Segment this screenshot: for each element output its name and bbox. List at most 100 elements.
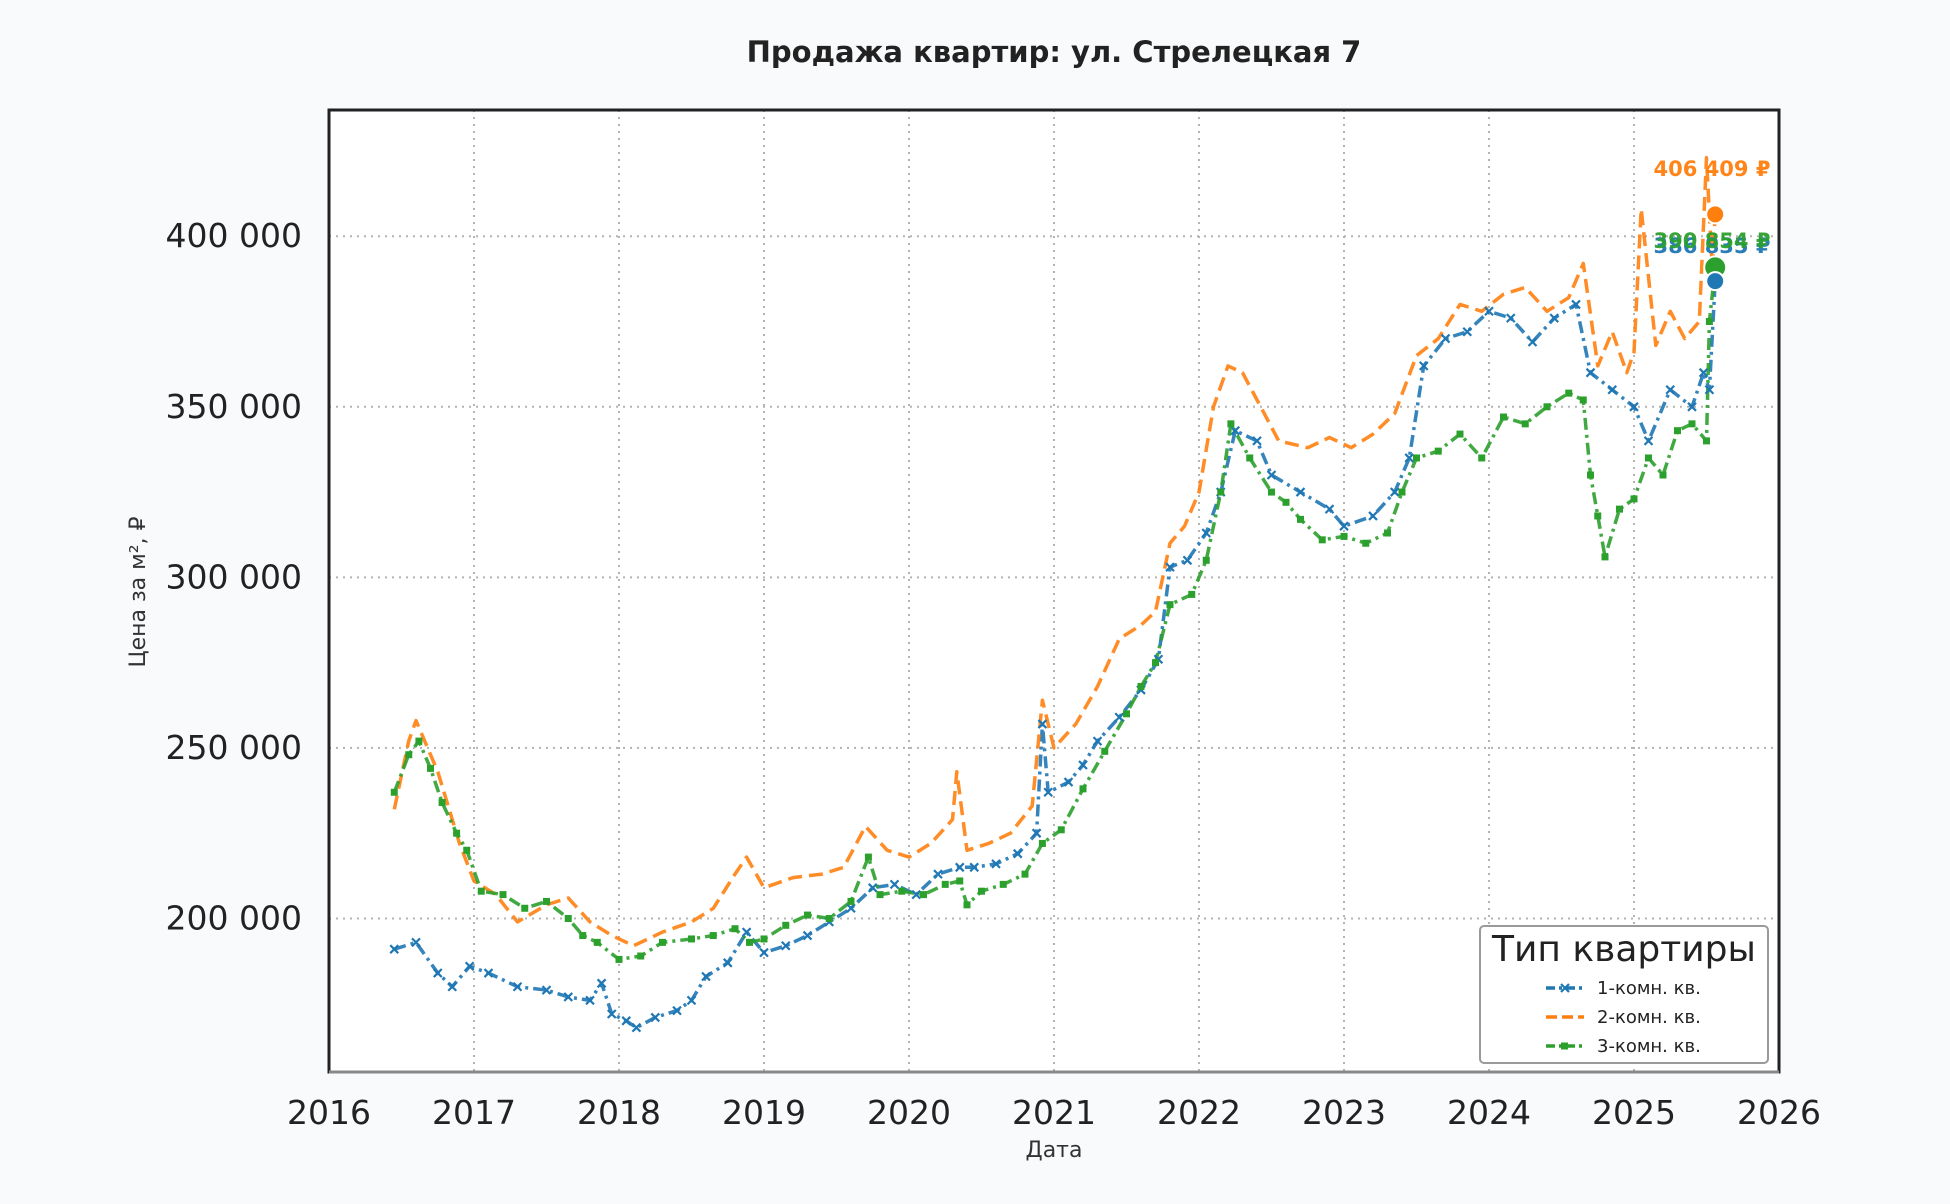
x-axis-label: Дата xyxy=(1026,1138,1083,1163)
y-tick-label: 250 000 xyxy=(166,728,302,767)
series-marker-1 xyxy=(1201,528,1212,538)
x-tick-label: 2019 xyxy=(722,1093,806,1132)
series-marker-1 xyxy=(1418,361,1429,371)
series-marker-1 xyxy=(1295,487,1306,497)
series-marker-3 xyxy=(876,891,884,899)
x-tick-labels: 2016 2017 2018 2019 2020 2021 2022 2023 2024 2025… xyxy=(287,1093,1821,1132)
series-marker-3 xyxy=(804,911,811,919)
annotation-point xyxy=(1705,271,1726,292)
series-marker-3 xyxy=(1398,488,1406,496)
series-marker-3 xyxy=(782,921,790,929)
annotation-label: 406 409 ₽ xyxy=(1654,157,1771,181)
series-marker-3 xyxy=(1434,447,1442,455)
series-marker-1 xyxy=(1527,337,1538,347)
legend-box xyxy=(1479,925,1769,1064)
series-marker-3 xyxy=(1340,532,1348,540)
series-marker-1 xyxy=(541,985,552,995)
series-marker-1 xyxy=(1165,562,1175,572)
series-marker-3 xyxy=(1478,454,1486,462)
series-marker-3 xyxy=(825,914,833,922)
series-marker-1 xyxy=(867,883,878,893)
series-marker-1 xyxy=(1339,521,1349,531)
y-tick-labels: 200 000 250 000 300 000 350 000 400 000 xyxy=(166,216,302,937)
series-marker-3 xyxy=(1616,505,1623,513)
series-marker-1 xyxy=(563,992,574,1002)
annotations: 386 835 ₽390 854 ₽ 406 409 ₽ xyxy=(1654,157,1771,292)
series-marker-3 xyxy=(1166,601,1174,609)
series-marker-3 xyxy=(1202,556,1210,564)
series-marker-3 xyxy=(1079,785,1087,793)
x-tick-label: 2026 xyxy=(1737,1093,1821,1132)
series-marker-3 xyxy=(1594,512,1602,520)
legend-title: Тип квартиры xyxy=(1491,929,1756,970)
y-tick-label: 300 000 xyxy=(166,557,302,596)
series-marker-3 xyxy=(709,932,717,940)
series-marker-1 xyxy=(1037,719,1048,729)
series-marker-3 xyxy=(659,938,666,946)
series-marker-3 xyxy=(1227,420,1235,428)
x-tick-label: 2016 xyxy=(287,1093,371,1132)
series-marker-3 xyxy=(405,751,413,759)
series-marker-3 xyxy=(1318,536,1326,544)
series-marker-3 xyxy=(847,897,855,905)
series-marker-3 xyxy=(1282,498,1290,506)
series-marker-1 xyxy=(1462,326,1473,337)
series-marker-1 xyxy=(1440,333,1451,344)
series-marker-1 xyxy=(606,1009,617,1019)
series-marker-3 xyxy=(453,829,461,837)
legend-marker xyxy=(1561,1042,1568,1050)
series-marker-1 xyxy=(1012,848,1023,859)
series-marker-3 xyxy=(477,887,485,895)
series-marker-3 xyxy=(543,897,550,905)
series-marker-1 xyxy=(1230,425,1241,436)
series-marker-3 xyxy=(1362,539,1370,547)
series-marker-3 xyxy=(1645,454,1652,462)
y-axis-label: Цена за м², ₽ xyxy=(126,516,151,667)
series-marker-1 xyxy=(432,968,443,978)
series-marker-3 xyxy=(1038,839,1046,847)
x-tick-label: 2020 xyxy=(867,1093,951,1132)
series-marker-3 xyxy=(499,891,507,899)
series-marker-3 xyxy=(1057,826,1065,834)
series-marker-1 xyxy=(780,941,791,951)
legend-marker xyxy=(1560,983,1570,993)
legend-label-1: 1-комн. кв. xyxy=(1597,978,1701,999)
series-marker-3 xyxy=(1579,396,1587,404)
series-marker-1 xyxy=(631,1022,642,1033)
series-marker-1 xyxy=(1078,760,1088,770)
series-marker-3 xyxy=(760,935,768,943)
series-marker-3 xyxy=(1688,420,1696,428)
series-marker-1 xyxy=(846,903,856,914)
series-marker-3 xyxy=(864,853,872,861)
series-line-2 xyxy=(392,156,1717,948)
series-marker-1 xyxy=(1607,384,1618,395)
x-tick-label: 2025 xyxy=(1592,1093,1676,1132)
series-marker-3 xyxy=(521,904,529,912)
series-marker-1 xyxy=(802,930,813,941)
series-marker-3 xyxy=(1268,488,1275,496)
series-marker-1 xyxy=(596,978,607,989)
series-marker-1 xyxy=(1484,306,1494,317)
series-marker-1 xyxy=(650,1012,661,1023)
series-marker-1 xyxy=(1063,777,1074,787)
series-marker-3 xyxy=(1543,403,1551,411)
series-marker-3 xyxy=(731,925,739,933)
series-marker-1 xyxy=(1368,511,1378,521)
series-marker-1 xyxy=(1389,487,1400,497)
x-tick-label: 2023 xyxy=(1302,1093,1386,1132)
series-marker-3 xyxy=(1659,471,1667,479)
annotation-label: 386 835 ₽ xyxy=(1654,234,1771,258)
series-marker-3 xyxy=(1456,430,1464,438)
y-tick-label: 350 000 xyxy=(166,387,302,426)
series-marker-3 xyxy=(637,952,645,960)
series-marker-1 xyxy=(464,961,475,972)
series-marker-1 xyxy=(447,981,458,992)
series-marker-1 xyxy=(991,859,1001,869)
series-marker-3 xyxy=(1123,710,1130,718)
series-marker-3 xyxy=(1587,471,1594,479)
series-marker-1 xyxy=(483,968,494,978)
series-markers xyxy=(389,263,1720,1033)
series-marker-3 xyxy=(1601,553,1609,561)
